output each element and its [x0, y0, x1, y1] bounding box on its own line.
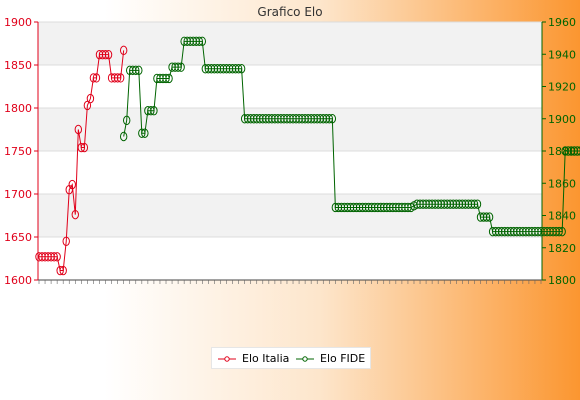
legend-label-elo-fide: Elo FIDE	[320, 352, 366, 365]
data-point-elo-fide	[555, 226, 563, 237]
data-point-elo-italia	[71, 209, 79, 220]
y-left-tick-label: 1750	[4, 145, 32, 158]
data-point-elo-fide	[174, 62, 182, 72]
data-point-elo-fide	[485, 212, 494, 222]
legend-item-elo-italia: Elo Italia	[218, 352, 289, 365]
data-point-elo-italia	[92, 73, 101, 83]
data-point-elo-fide	[141, 128, 149, 138]
data-point-elo-italia	[86, 93, 95, 104]
data-point-elo-fide	[558, 226, 566, 237]
legend-marker-elo-italia	[218, 355, 236, 362]
data-point-elo-fide	[328, 114, 337, 124]
data-point-elo-fide	[237, 64, 246, 74]
data-point-elo-italia	[89, 73, 98, 83]
data-point-elo-fide	[576, 146, 580, 156]
legend-item-elo-fide: Elo FIDE	[296, 352, 365, 365]
y-left-tick-label: 1600	[4, 274, 32, 287]
data-point-elo-fide	[132, 65, 140, 76]
data-point-elo-italia	[50, 252, 58, 262]
y-left-tick-label: 1700	[4, 188, 32, 201]
data-point-elo-fide	[325, 114, 334, 124]
data-point-elo-fide	[138, 128, 146, 138]
y-right-tick-label: 1840	[548, 210, 576, 223]
data-point-elo-fide	[165, 73, 173, 84]
data-point-elo-fide	[162, 73, 170, 84]
y-left-tick-label: 1900	[4, 16, 32, 29]
data-point-elo-fide	[482, 212, 491, 222]
data-point-elo-italia	[119, 45, 128, 56]
legend-marker-elo-fide	[296, 355, 314, 362]
data-point-elo-fide	[573, 146, 580, 156]
data-point-elo-italia	[104, 49, 113, 60]
y-left-tick-label: 1800	[4, 102, 32, 115]
data-point-elo-italia	[113, 73, 122, 83]
y-right-tick-label: 1940	[548, 48, 576, 61]
data-point-elo-fide	[198, 36, 207, 47]
data-point-elo-fide	[195, 36, 203, 47]
grid-band	[38, 22, 542, 65]
data-point-elo-fide	[123, 115, 131, 126]
y-right-tick-label: 1820	[548, 242, 576, 255]
data-point-elo-fide	[470, 199, 479, 209]
y-right-tick-label: 1900	[548, 113, 576, 126]
data-point-elo-fide	[135, 65, 143, 76]
y-right-tick-label: 1860	[548, 177, 576, 190]
data-point-elo-italia	[77, 142, 86, 153]
legend-label-elo-italia: Elo Italia	[242, 352, 290, 365]
data-point-elo-fide	[473, 199, 482, 209]
data-point-elo-fide	[177, 62, 185, 72]
data-point-elo-italia	[116, 73, 125, 83]
y-right-tick-label: 1800	[548, 274, 576, 287]
y-right-tick-label: 1960	[548, 16, 576, 29]
legend: Elo Italia Elo FIDE	[211, 347, 371, 369]
y-right-tick-label: 1920	[548, 81, 576, 94]
y-left-tick-label: 1850	[4, 59, 32, 72]
grid-band	[38, 194, 542, 237]
data-point-elo-fide	[147, 105, 155, 116]
data-point-elo-italia	[59, 265, 67, 276]
data-point-elo-italia	[62, 236, 70, 247]
chart-title: Grafico Elo	[257, 5, 322, 19]
data-point-elo-italia	[68, 179, 76, 190]
data-point-elo-italia	[53, 252, 61, 262]
data-point-elo-fide	[234, 64, 243, 74]
data-point-elo-italia	[56, 265, 64, 276]
grid-band	[38, 108, 542, 151]
data-point-elo-italia	[80, 142, 89, 153]
data-point-elo-italia	[74, 124, 83, 135]
data-point-elo-fide	[150, 105, 158, 116]
y-left-tick-label: 1650	[4, 231, 32, 244]
data-point-elo-italia	[101, 49, 110, 60]
data-point-elo-fide	[119, 131, 128, 142]
